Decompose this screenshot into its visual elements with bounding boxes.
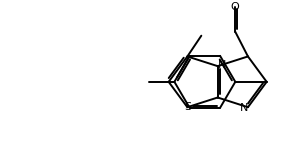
Text: N: N [218, 60, 226, 70]
Text: O: O [231, 2, 240, 12]
Text: S: S [184, 102, 191, 112]
Text: N: N [240, 103, 248, 113]
